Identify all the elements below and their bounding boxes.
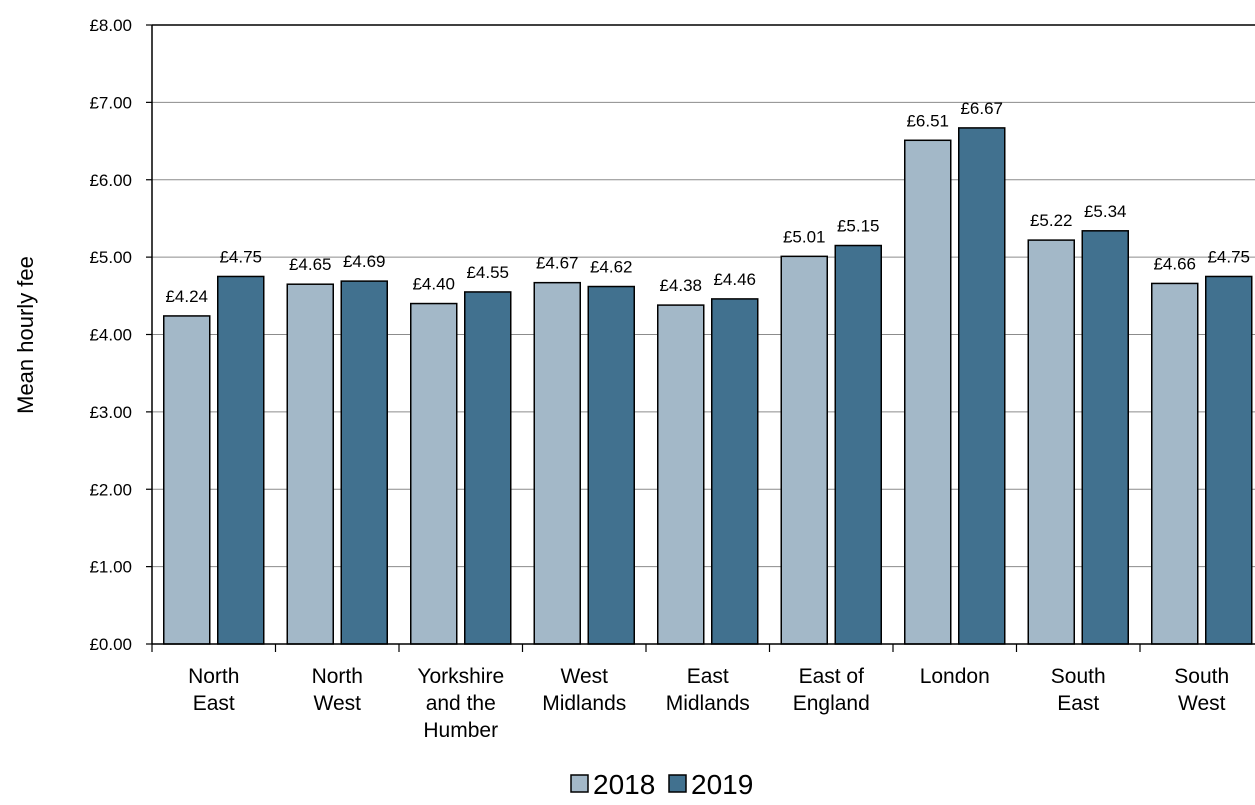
data-label-2019-0: £4.75	[219, 247, 262, 266]
y-tick-label: £3.00	[89, 403, 132, 422]
bar-2018-8	[1151, 282, 1199, 645]
bar-2018-0	[163, 315, 211, 645]
bar-2018-3	[533, 281, 581, 645]
x-category-label: North	[312, 665, 363, 688]
x-category-label: Midlands	[666, 692, 750, 715]
data-label-2019-1: £4.69	[343, 252, 386, 271]
data-label-2019-3: £4.62	[590, 258, 633, 277]
y-tick-label: £5.00	[89, 248, 132, 267]
data-label-2019-6: £6.67	[960, 99, 1003, 118]
data-label-2018-3: £4.67	[536, 254, 579, 273]
x-category-labels: North East North West Yorkshire and the Humber…	[188, 665, 1229, 742]
data-label-2019-2: £4.55	[466, 263, 509, 282]
x-category-label: England	[793, 692, 870, 715]
x-category-label: Humber	[423, 719, 498, 742]
data-label-2019-8: £4.75	[1207, 247, 1250, 266]
bar-2019-7	[1081, 230, 1129, 645]
bar-2019-0	[217, 275, 265, 645]
x-category-label: West	[314, 692, 362, 715]
bar-2018-5	[780, 255, 828, 645]
legend: 2018 2019	[570, 769, 753, 800]
x-category-label: South	[1051, 665, 1106, 688]
legend-swatch-2019	[668, 774, 687, 793]
legend-swatch-2018	[570, 774, 589, 793]
y-tick-labels: £0.00 £1.00 £2.00 £3.00 £4.00 £5.00 £6.00 £7.00…	[89, 16, 132, 654]
y-axis-title: Mean hourly fee	[13, 256, 38, 414]
y-tick-label: £6.00	[89, 171, 132, 190]
y-tick-label: £8.00	[89, 16, 132, 35]
x-category-label: Midlands	[542, 692, 626, 715]
x-category-label: West	[1178, 692, 1226, 715]
bar-2019-8	[1205, 275, 1253, 645]
bar-2019-3	[587, 285, 635, 645]
data-label-2018-4: £4.38	[659, 276, 702, 295]
data-label-2018-5: £5.01	[783, 227, 826, 246]
bar-2018-1	[286, 283, 334, 645]
data-label-2019-5: £5.15	[837, 217, 880, 236]
data-label-2018-1: £4.65	[289, 255, 332, 274]
bar-2019-1	[340, 280, 388, 645]
bar-2018-4	[657, 304, 705, 645]
y-tick-label: £1.00	[89, 558, 132, 577]
bar-2019-5	[834, 244, 882, 645]
x-category-label: West	[561, 665, 609, 688]
x-category-label: North	[188, 665, 239, 688]
data-label-2018-2: £4.40	[412, 275, 455, 294]
data-label-2018-7: £5.22	[1030, 211, 1073, 230]
data-label-2019-7: £5.34	[1084, 202, 1127, 221]
x-category-label: East	[193, 692, 235, 715]
x-category-label: South	[1174, 665, 1229, 688]
bar-2018-6	[904, 139, 952, 645]
bar-2019-4	[711, 298, 759, 645]
data-label-2018-6: £6.51	[906, 111, 949, 130]
data-label-2019-4: £4.46	[713, 270, 756, 289]
x-category-label: London	[920, 665, 990, 688]
y-tick-label: £2.00	[89, 480, 132, 499]
x-category-label: East of	[799, 665, 865, 688]
x-category-label: and the	[426, 692, 496, 715]
bar-2019-2	[464, 291, 512, 645]
bars	[163, 127, 1253, 645]
axes	[146, 24, 1255, 652]
y-tick-label: £4.00	[89, 326, 132, 345]
x-category-label: East	[687, 665, 729, 688]
data-label-2018-8: £4.66	[1153, 254, 1196, 273]
bar-2019-6	[958, 127, 1006, 645]
bar-2018-7	[1027, 239, 1075, 645]
legend-label-2018: 2018	[593, 769, 655, 800]
data-label-2018-0: £4.24	[165, 287, 208, 306]
bar-2018-2	[410, 302, 458, 645]
data-labels: £4.24 £4.75 £4.65 £4.69 £4.40 £4.55 £4.67 £4.62…	[165, 99, 1250, 306]
legend-label-2019: 2019	[691, 769, 753, 800]
x-category-label: Yorkshire	[417, 665, 504, 688]
y-tick-label: £0.00	[89, 635, 132, 654]
y-tick-label: £7.00	[89, 93, 132, 112]
x-category-label: East	[1057, 692, 1099, 715]
